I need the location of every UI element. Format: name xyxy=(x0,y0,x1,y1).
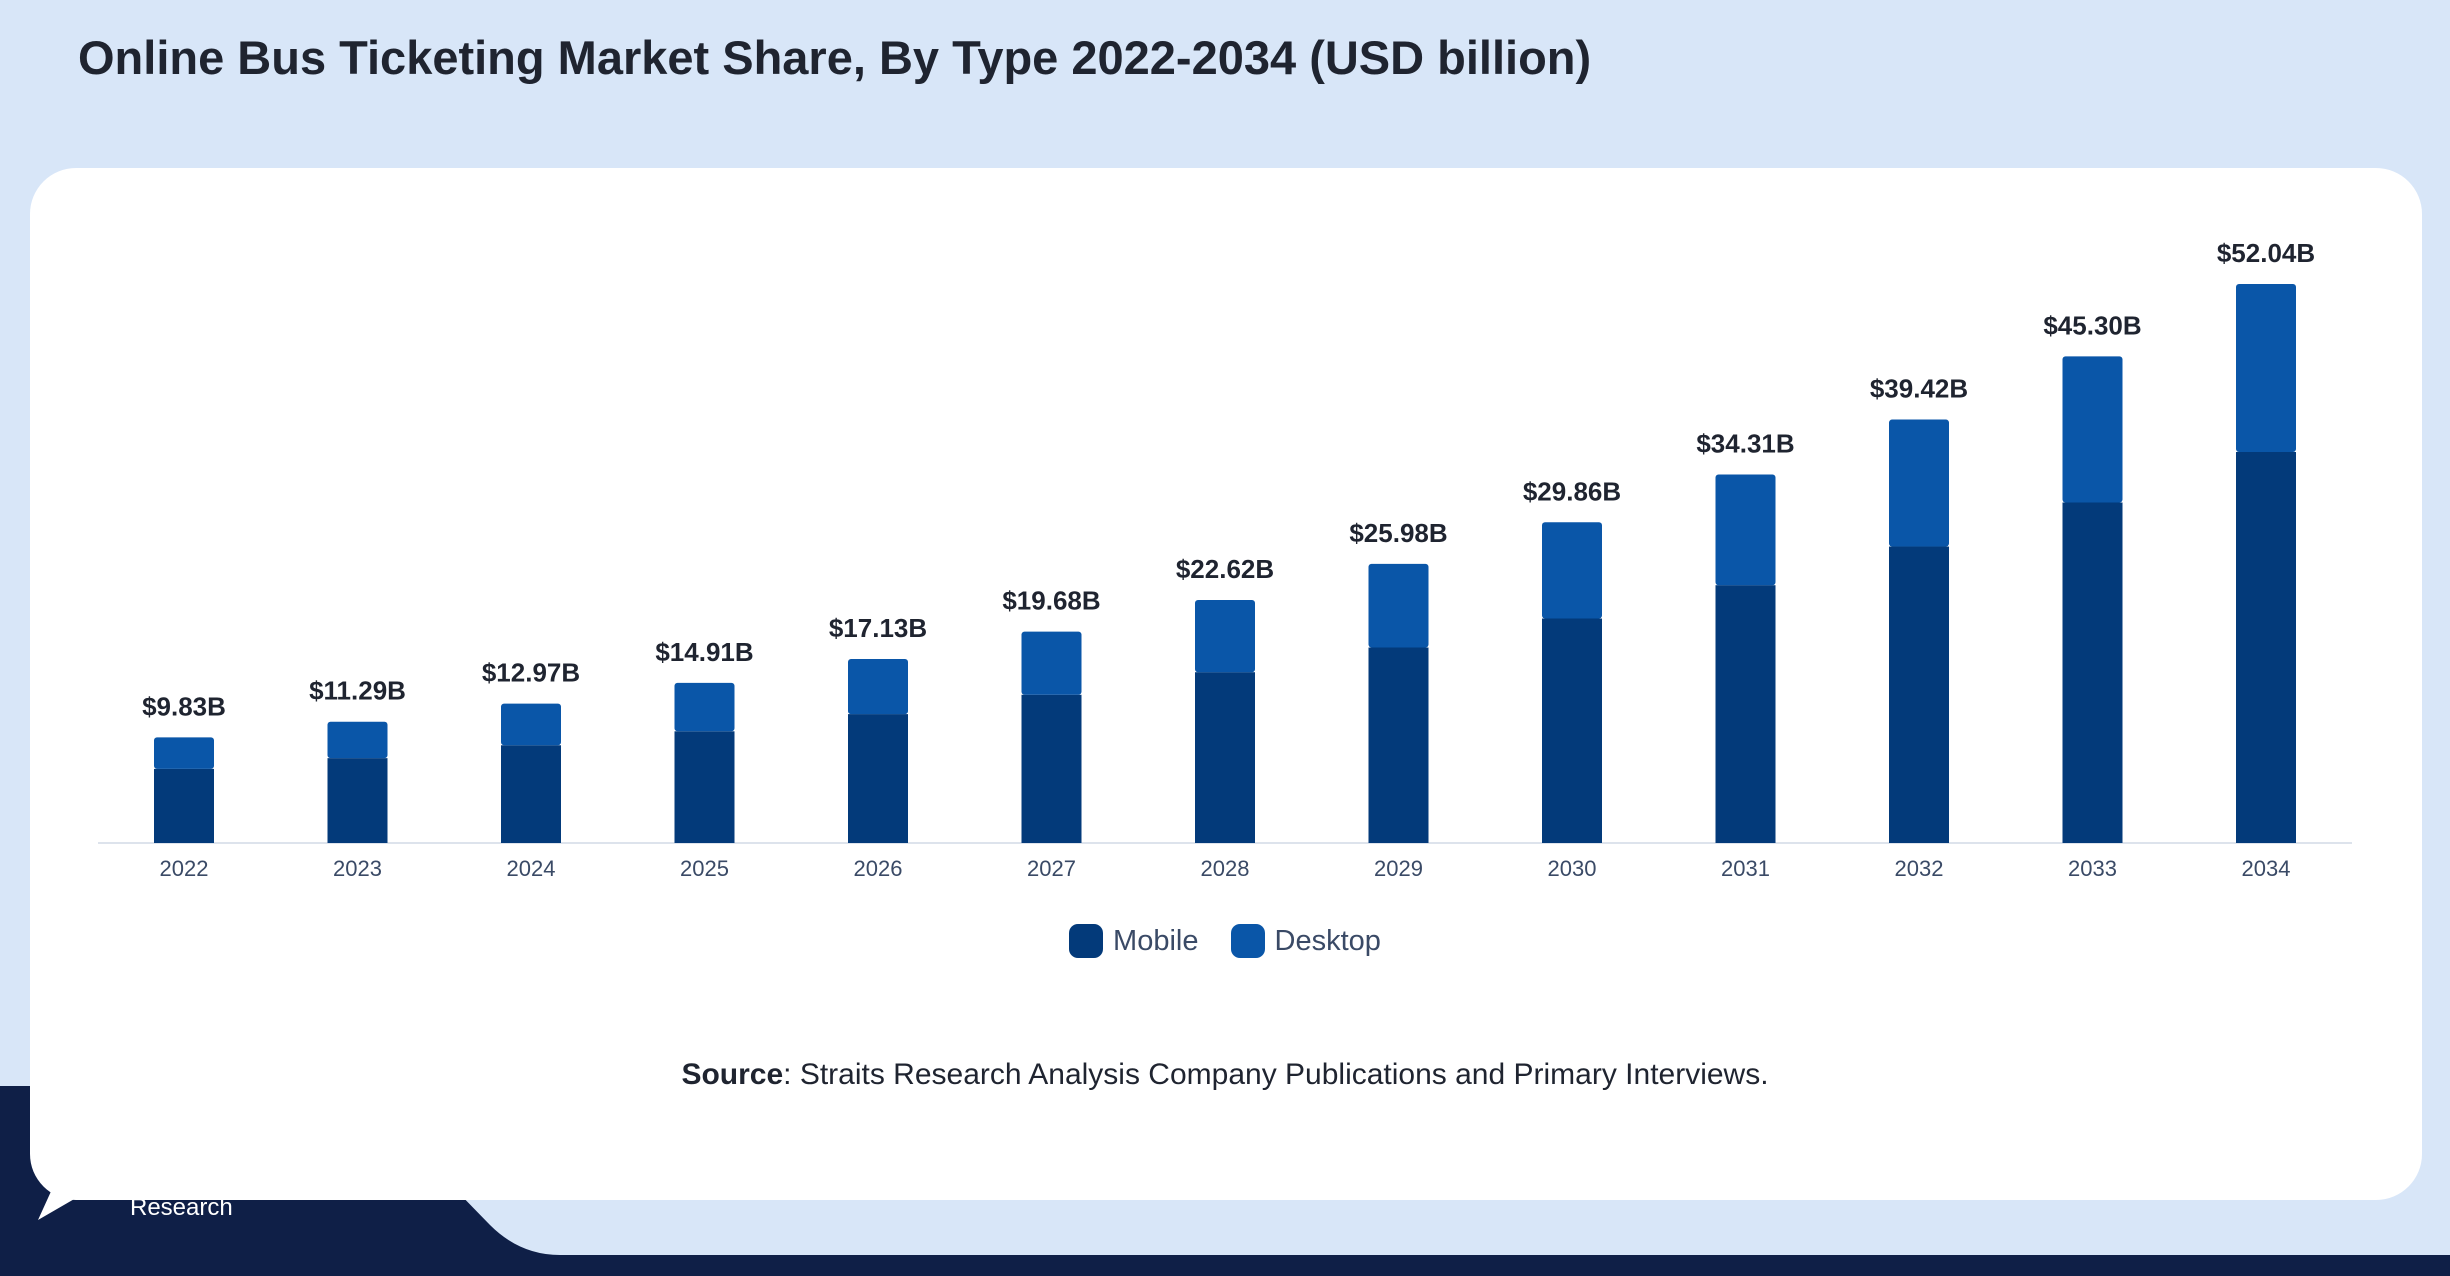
bar-mobile-2029[interactable] xyxy=(1368,647,1429,843)
total-label-2029: $25.98B xyxy=(1349,518,1447,548)
bar-group-2022[interactable]: $9.83B 2022 xyxy=(142,691,226,881)
x-tick-label-2027: 2027 xyxy=(1027,856,1076,881)
bar-desktop-2025[interactable] xyxy=(674,682,735,732)
total-label-2033: $45.30B xyxy=(2043,310,2141,340)
total-label-2024: $12.97B xyxy=(482,658,580,688)
bar-group-2031[interactable]: $34.31B 2031 xyxy=(1696,428,1794,881)
bar-mobile-2030[interactable] xyxy=(1542,618,1602,843)
total-label-2026: $17.13B xyxy=(829,613,927,643)
x-tick-label-2023: 2023 xyxy=(333,856,382,881)
bar-desktop-2033[interactable] xyxy=(2062,356,2123,503)
straits-logo: Straits Research xyxy=(36,1128,356,1228)
bar-mobile-2023[interactable] xyxy=(327,758,388,843)
bar-group-2024[interactable]: $12.97B 2024 xyxy=(482,658,580,881)
x-tick-label-2033: 2033 xyxy=(2068,856,2117,881)
total-label-2028: $22.62B xyxy=(1176,554,1274,584)
bar-mobile-2026[interactable] xyxy=(848,714,908,843)
source-text: : Straits Research Analysis Company Publ… xyxy=(783,1058,1769,1091)
bar-desktop-2030[interactable] xyxy=(1542,522,1602,619)
legend-swatch-desktop xyxy=(1230,924,1265,958)
bar-group-2034[interactable]: $52.04B 2034 xyxy=(2217,238,2315,881)
total-label-2022: $9.83B xyxy=(142,691,226,721)
total-label-2031: $34.31B xyxy=(1696,428,1794,458)
bar-desktop-2028[interactable] xyxy=(1195,600,1255,673)
x-tick-label-2034: 2034 xyxy=(2242,856,2291,881)
source-note: Source: Straits Research Analysis Compan… xyxy=(0,1058,2450,1092)
bar-desktop-2024[interactable] xyxy=(501,703,561,746)
bar-mobile-2031[interactable] xyxy=(1715,585,1776,843)
logo-subtext: Research xyxy=(130,1194,233,1221)
legend-label-mobile: Mobile xyxy=(1113,924,1199,957)
legend-item-mobile[interactable]: Mobile xyxy=(1069,924,1198,958)
bar-group-2032[interactable]: $39.42B 2032 xyxy=(1870,374,1968,881)
x-tick-label-2029: 2029 xyxy=(1374,856,1423,881)
bar-desktop-2032[interactable] xyxy=(1889,419,1949,547)
logo-wordmark: Straits xyxy=(130,1133,330,1205)
bar-mobile-2034[interactable] xyxy=(2236,452,2296,843)
bar-mobile-2027[interactable] xyxy=(1021,694,1082,843)
bar-mobile-2025[interactable] xyxy=(674,731,735,843)
bar-group-2023[interactable]: $11.29B 2023 xyxy=(309,676,406,881)
x-tick-label-2025: 2025 xyxy=(680,856,729,881)
bar-mobile-2032[interactable] xyxy=(1889,546,1949,843)
legend-label-desktop: Desktop xyxy=(1274,924,1381,957)
bar-desktop-2034[interactable] xyxy=(2236,284,2296,453)
source-label: Source xyxy=(681,1058,784,1091)
total-label-2023: $11.29B xyxy=(309,676,406,706)
x-tick-label-2028: 2028 xyxy=(1201,856,1250,881)
total-label-2027: $19.68B xyxy=(1002,586,1100,616)
bar-group-2025[interactable]: $14.91B 2025 xyxy=(655,637,753,881)
bar-mobile-2022[interactable] xyxy=(154,768,214,843)
x-tick-label-2030: 2030 xyxy=(1548,856,1597,881)
bar-group-2030[interactable]: $29.86B 2030 xyxy=(1523,476,1621,881)
bar-desktop-2023[interactable] xyxy=(327,721,388,759)
bar-desktop-2022[interactable] xyxy=(154,737,214,769)
x-tick-label-2031: 2031 xyxy=(1721,856,1770,881)
total-label-2025: $14.91B xyxy=(655,637,753,667)
x-tick-label-2026: 2026 xyxy=(854,856,903,881)
x-tick-label-2024: 2024 xyxy=(507,856,556,881)
bar-group-2027[interactable]: $19.68B 2027 xyxy=(1002,586,1100,881)
bar-group-2033[interactable]: $45.30B 2033 xyxy=(2043,310,2141,881)
bar-desktop-2029[interactable] xyxy=(1368,563,1429,648)
total-label-2032: $39.42B xyxy=(1870,374,1968,404)
bar-desktop-2026[interactable] xyxy=(848,658,908,715)
x-tick-label-2032: 2032 xyxy=(1895,856,1944,881)
bar-group-2029[interactable]: $25.98B 2029 xyxy=(1349,518,1447,881)
bar-mobile-2028[interactable] xyxy=(1195,672,1255,843)
bar-group-2028[interactable]: $22.62B 2028 xyxy=(1176,554,1274,881)
legend: Mobile Desktop xyxy=(0,924,2450,966)
bar-mobile-2024[interactable] xyxy=(501,745,561,843)
x-tick-label-2022: 2022 xyxy=(160,856,209,881)
bar-group-2026[interactable]: $17.13B 2026 xyxy=(829,613,927,881)
total-label-2034: $52.04B xyxy=(2217,238,2315,268)
bar-desktop-2027[interactable] xyxy=(1021,631,1082,695)
bar-desktop-2031[interactable] xyxy=(1715,474,1776,586)
legend-item-desktop[interactable]: Desktop xyxy=(1230,924,1381,958)
bar-mobile-2033[interactable] xyxy=(2062,502,2123,843)
chart-title: Online Bus Ticketing Market Share, By Ty… xyxy=(78,31,1592,84)
logo-arrow-icon xyxy=(38,1132,114,1220)
legend-swatch-mobile xyxy=(1069,924,1104,958)
total-label-2030: $29.86B xyxy=(1523,476,1621,506)
